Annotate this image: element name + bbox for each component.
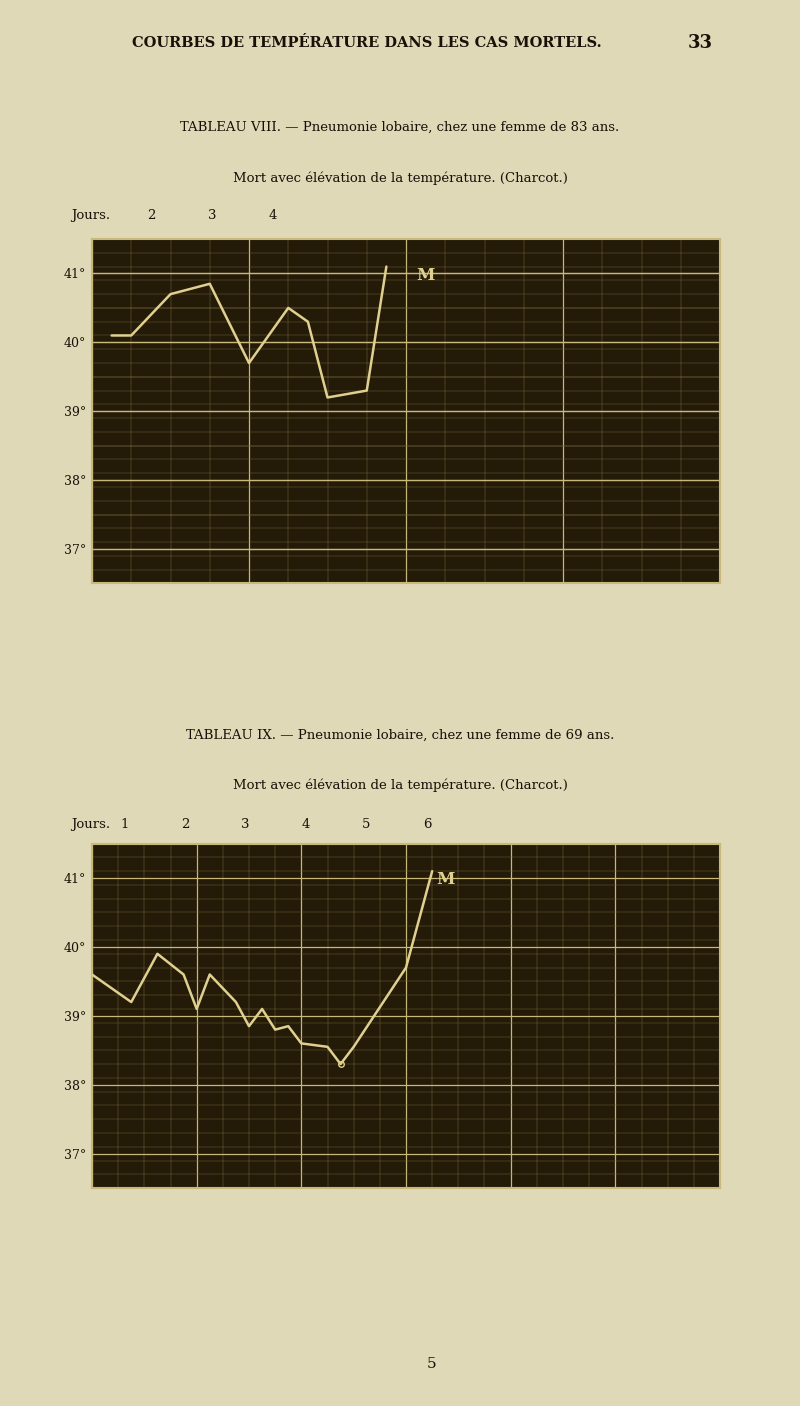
Text: 4: 4 bbox=[268, 209, 277, 222]
Text: 5: 5 bbox=[427, 1357, 437, 1371]
Text: 6: 6 bbox=[422, 818, 431, 831]
Text: Jours.: Jours. bbox=[70, 209, 110, 222]
Text: Mort avec élévation de la température. (Charcot.): Mort avec élévation de la température. (… bbox=[233, 779, 567, 792]
Text: 3: 3 bbox=[241, 818, 250, 831]
Text: 2: 2 bbox=[181, 818, 189, 831]
Text: Jours.: Jours. bbox=[70, 818, 110, 831]
Text: 1: 1 bbox=[120, 818, 129, 831]
Text: 2: 2 bbox=[147, 209, 155, 222]
Text: M: M bbox=[436, 872, 454, 889]
Text: 33: 33 bbox=[687, 34, 713, 52]
Text: 4: 4 bbox=[302, 818, 310, 831]
Text: TABLEAU IX. — Pneumonie lobaire, chez une femme de 69 ans.: TABLEAU IX. — Pneumonie lobaire, chez un… bbox=[186, 728, 614, 741]
Text: COURBES DE TEMPÉRATURE DANS LES CAS MORTELS.: COURBES DE TEMPÉRATURE DANS LES CAS MORT… bbox=[132, 35, 602, 49]
Text: 3: 3 bbox=[207, 209, 216, 222]
Text: Mort avec élévation de la température. (Charcot.): Mort avec élévation de la température. (… bbox=[233, 172, 567, 184]
Text: 5: 5 bbox=[362, 818, 370, 831]
Text: M: M bbox=[417, 267, 435, 284]
Text: TABLEAU VIII. — Pneumonie lobaire, chez une femme de 83 ans.: TABLEAU VIII. — Pneumonie lobaire, chez … bbox=[180, 121, 620, 134]
